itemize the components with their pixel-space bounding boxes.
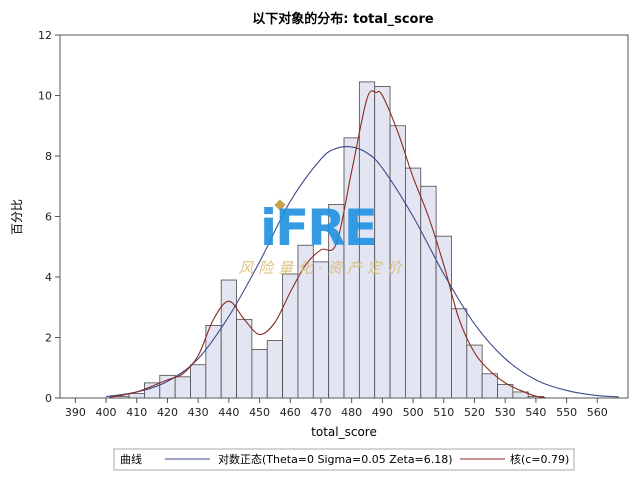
histogram-bar <box>435 235 452 399</box>
histogram-bars <box>113 81 544 399</box>
histogram-bar <box>190 364 207 399</box>
watermark-diamond-icon <box>274 199 286 211</box>
x-tick-label: 520 <box>464 406 485 419</box>
watermark-tagline: 风 险 量 化 · 资 产 定 价 <box>239 259 404 277</box>
y-tick-label: 8 <box>45 150 52 163</box>
x-axis: 390 400 410 420 430 440 450 460 470 480 490 500 510 5… <box>65 398 608 419</box>
x-axis-title: total_score <box>311 425 377 439</box>
histogram-bar <box>205 324 222 399</box>
x-tick-label: 410 <box>126 406 147 419</box>
y-axis: 0 2 4 6 8 10 12 <box>38 29 60 405</box>
watermark-logo: iFRE <box>260 199 376 257</box>
y-tick-label: 12 <box>38 29 52 42</box>
density-curves <box>105 90 619 398</box>
x-tick-label: 420 <box>157 406 178 419</box>
x-tick-label: 430 <box>188 406 209 419</box>
x-tick-label: 510 <box>433 406 454 419</box>
histogram-bar <box>374 86 391 399</box>
y-tick-label: 0 <box>45 392 52 405</box>
histogram-bar <box>251 349 268 399</box>
x-tick-label: 390 <box>65 406 86 419</box>
x-tick-label: 540 <box>525 406 546 419</box>
histogram-bar <box>266 340 283 399</box>
x-tick-label: 460 <box>280 406 301 419</box>
histogram-bar <box>236 318 253 399</box>
legend-kernel-label: 核(c=0.79) <box>510 452 569 466</box>
x-tick-label: 500 <box>403 406 424 419</box>
kernel-density-curve <box>109 90 546 398</box>
histogram-bar <box>451 308 468 399</box>
y-tick-label: 4 <box>45 271 52 284</box>
histogram-bar <box>405 167 422 399</box>
y-tick-label: 6 <box>45 211 52 224</box>
legend-title: 曲线 <box>120 452 142 466</box>
x-tick-label: 450 <box>249 406 270 419</box>
x-tick-label: 550 <box>556 406 577 419</box>
chart-title: 以下对象的分布: total_score <box>252 11 434 27</box>
x-tick-label: 530 <box>495 406 516 419</box>
histogram-bar <box>128 393 145 399</box>
histogram-bar <box>312 261 330 399</box>
x-tick-label: 470 <box>310 406 331 419</box>
x-tick-label: 560 <box>587 406 608 419</box>
histogram-bar <box>220 279 237 399</box>
x-tick-label: 480 <box>341 406 362 419</box>
x-tick-label: 490 <box>372 406 393 419</box>
y-tick-label: 10 <box>38 90 52 103</box>
histogram-bar <box>144 382 161 399</box>
y-axis-title: 百分比 <box>10 199 24 235</box>
x-tick-label: 400 <box>96 406 117 419</box>
lognormal-curve <box>105 145 619 398</box>
histogram-bar <box>512 391 529 399</box>
y-tick-label: 2 <box>45 332 52 345</box>
legend-lognormal-label: 对数正态(Theta=0 Sigma=0.05 Zeta=6.18) <box>218 452 453 466</box>
legend-frame <box>113 448 575 471</box>
x-tick-label: 440 <box>218 406 239 419</box>
legend: 曲线 对数正态(Theta=0 Sigma=0.05 Zeta=6.18) 核(… <box>113 448 575 471</box>
watermark: iFRE 风 险 量 化 · 资 产 定 价 <box>239 199 404 277</box>
histogram-bar <box>481 373 498 399</box>
histogram-bar <box>174 376 191 399</box>
